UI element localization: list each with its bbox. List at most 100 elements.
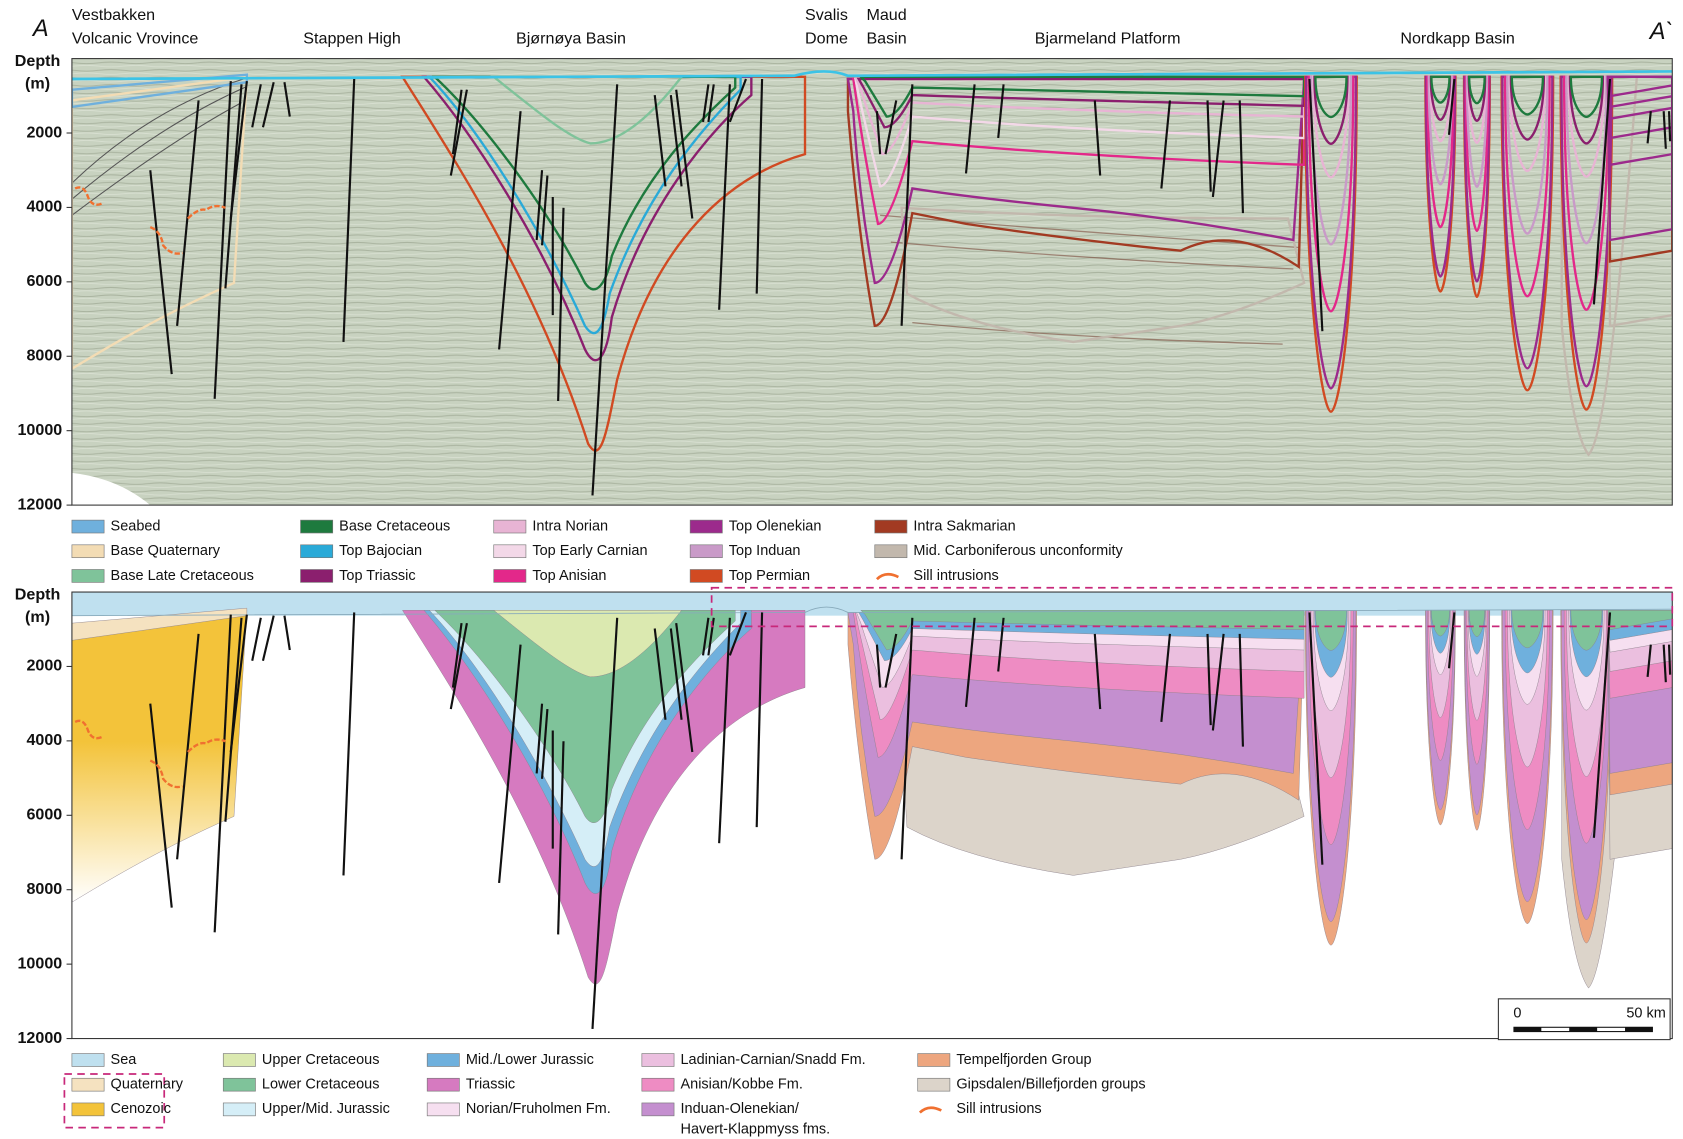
fault bbox=[252, 618, 261, 661]
legend-swatch bbox=[223, 1054, 255, 1067]
region-label: Maud bbox=[866, 6, 906, 24]
depth-tick-label: 8000 bbox=[26, 347, 62, 365]
legend-swatch bbox=[72, 1054, 104, 1067]
legend-label: Cenozoic bbox=[111, 1101, 171, 1117]
legend-swatch bbox=[72, 570, 104, 583]
depth-tick-label: 10000 bbox=[17, 421, 62, 439]
legend-label: Base Quaternary bbox=[111, 543, 221, 559]
legend-label: Top Early Carnian bbox=[532, 543, 647, 559]
scale-bar bbox=[1541, 1028, 1569, 1031]
legend-label: Top Anisian bbox=[532, 568, 606, 584]
section-start: A bbox=[31, 16, 49, 42]
region-label: Volcanic Vrovince bbox=[72, 30, 198, 48]
scale-label: 0 bbox=[1513, 1006, 1521, 1022]
legend-label: Seabed bbox=[111, 518, 161, 534]
axis-title: Depth bbox=[15, 52, 61, 70]
legend-swatch bbox=[642, 1103, 674, 1116]
legend-line bbox=[920, 1108, 941, 1113]
scale-bar bbox=[1597, 1028, 1625, 1031]
legend-swatch bbox=[72, 545, 104, 558]
legend-label: Intra Sakmarian bbox=[913, 518, 1015, 534]
legend-label: Ladinian-Carnian/Snadd Fm. bbox=[680, 1052, 865, 1068]
legend-line bbox=[877, 574, 898, 579]
depth-tick-label: 2000 bbox=[26, 657, 62, 675]
legend-label: Intra Norian bbox=[532, 518, 608, 534]
legend-swatch bbox=[494, 520, 526, 533]
section-end: A` bbox=[1648, 19, 1674, 45]
legend-swatch bbox=[494, 545, 526, 558]
legend-swatch bbox=[918, 1078, 950, 1091]
legend-label: Sill intrusions bbox=[956, 1101, 1041, 1117]
region-label: Stappen High bbox=[303, 30, 401, 48]
region-label: Dome bbox=[805, 30, 848, 48]
legend-label: Tempelfjorden Group bbox=[956, 1052, 1091, 1068]
legend-label: Havert-Klappmyss fms. bbox=[680, 1122, 830, 1138]
legend-swatch bbox=[72, 1103, 104, 1116]
legend-swatch bbox=[72, 520, 104, 533]
legend-label: Top Permian bbox=[729, 568, 810, 584]
region-label: Nordkapp Basin bbox=[1400, 30, 1515, 48]
legend-swatch bbox=[690, 570, 722, 583]
legend-swatch bbox=[690, 520, 722, 533]
legend-swatch bbox=[494, 570, 526, 583]
legend-swatch bbox=[875, 545, 907, 558]
scale-bar bbox=[1513, 1027, 1653, 1032]
fault bbox=[263, 616, 274, 661]
depth-tick-label: 6000 bbox=[26, 272, 62, 290]
legend-label: Upper Cretaceous bbox=[262, 1052, 380, 1068]
legend-label: Lower Cretaceous bbox=[262, 1077, 380, 1093]
legend-label: Triassic bbox=[466, 1077, 515, 1093]
legend-label: Top Bajocian bbox=[339, 543, 422, 559]
legend-label: Base Late Cretaceous bbox=[111, 568, 254, 584]
legend-label: Induan-Olenekian/ bbox=[680, 1101, 799, 1117]
depth-tick-label: 8000 bbox=[26, 880, 62, 898]
fault bbox=[1669, 645, 1670, 675]
fault bbox=[1669, 111, 1670, 141]
legend-label: Upper/Mid. Jurassic bbox=[262, 1101, 390, 1117]
legend-swatch bbox=[301, 545, 333, 558]
region-label: Vestbakken bbox=[72, 6, 155, 24]
geology-panel bbox=[72, 592, 1672, 1029]
legend-label: Gipsdalen/Billefjorden groups bbox=[956, 1077, 1145, 1093]
legend-label: Top Triassic bbox=[339, 568, 415, 584]
legend-swatch bbox=[301, 570, 333, 583]
legend-label: Norian/Fruholmen Fm. bbox=[466, 1101, 611, 1117]
legend-label: Mid. Carboniferous unconformity bbox=[913, 543, 1123, 559]
legend-label: Sill intrusions bbox=[913, 568, 998, 584]
page: { "section": {"start": "A", "end": "A`"}… bbox=[0, 0, 1683, 1139]
legend-swatch bbox=[642, 1054, 674, 1067]
depth-tick-label: 4000 bbox=[26, 198, 62, 216]
seismic-panel bbox=[72, 59, 1672, 506]
fault bbox=[343, 612, 354, 875]
legend-swatch bbox=[642, 1078, 674, 1091]
depth-tick-label: 6000 bbox=[26, 806, 62, 824]
legend-label: Quaternary bbox=[111, 1077, 184, 1093]
legend-label: Anisian/Kobbe Fm. bbox=[680, 1077, 802, 1093]
scale-label: 50 km bbox=[1626, 1006, 1665, 1022]
legend-label: Top Induan bbox=[729, 543, 801, 559]
geologic-unit bbox=[72, 610, 247, 902]
depth-tick-label: 2000 bbox=[26, 123, 62, 141]
legend-swatch bbox=[301, 520, 333, 533]
axis-title: (m) bbox=[25, 75, 50, 93]
legend-swatch bbox=[427, 1103, 459, 1116]
legend-swatch bbox=[427, 1054, 459, 1067]
figure: 0 50 km A A` Vestbakken Volcanic Vrovince… bbox=[0, 0, 1683, 1139]
legend-label: Sea bbox=[111, 1052, 138, 1068]
region-label: Bjarmeland Platform bbox=[1035, 30, 1181, 48]
depth-tick-label: 12000 bbox=[17, 1029, 62, 1047]
depth-tick-label: 4000 bbox=[26, 731, 62, 749]
legend-swatch bbox=[223, 1078, 255, 1091]
legend-label: Top Olenekian bbox=[729, 518, 822, 534]
legend-swatch bbox=[72, 1078, 104, 1091]
legend-swatch bbox=[427, 1078, 459, 1091]
legend-swatch bbox=[223, 1103, 255, 1116]
fault bbox=[284, 616, 289, 650]
axis-title: (m) bbox=[25, 608, 50, 626]
depth-tick-label: 10000 bbox=[17, 954, 62, 972]
legend-swatch bbox=[690, 545, 722, 558]
legend-swatch bbox=[875, 520, 907, 533]
legend-swatch bbox=[918, 1054, 950, 1067]
region-label: Bjørnøya Basin bbox=[516, 30, 626, 48]
axis-title: Depth bbox=[15, 586, 61, 604]
